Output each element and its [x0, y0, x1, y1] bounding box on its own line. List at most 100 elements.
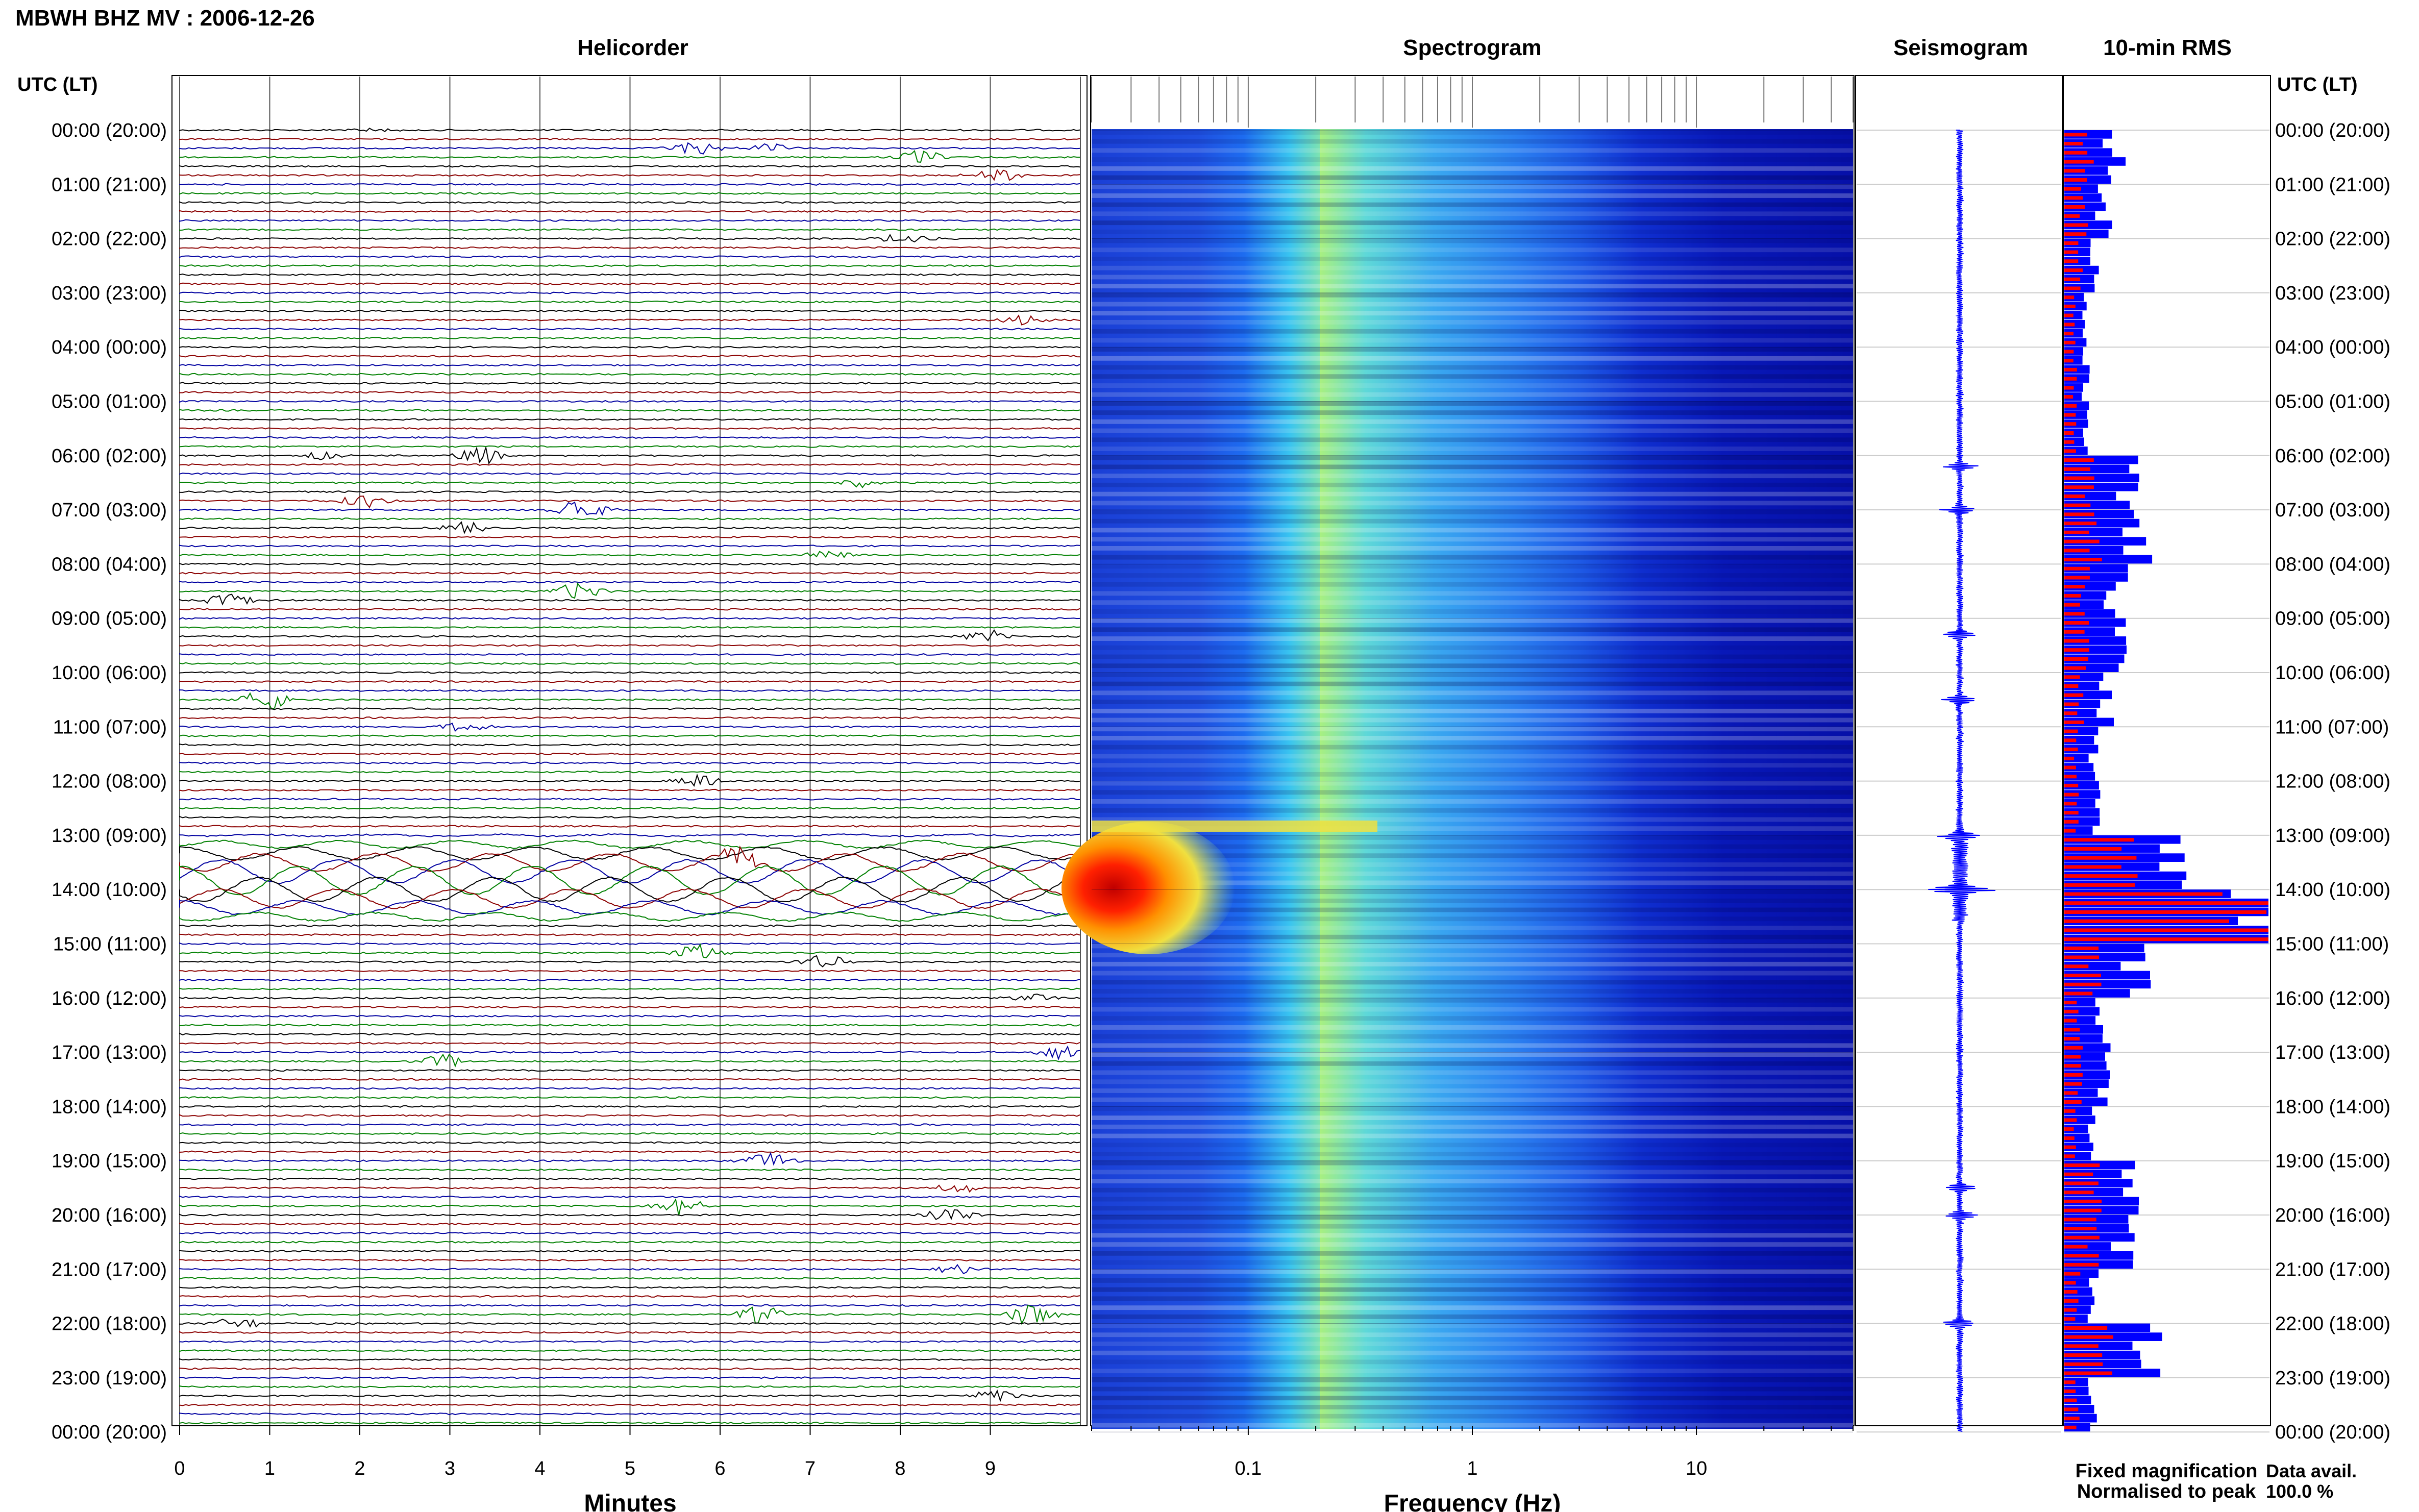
- rms-bar-normalised: [2064, 585, 2085, 589]
- helicorder-header: Helicorder: [577, 35, 688, 60]
- rms-bar-fixed: [2064, 573, 2128, 582]
- helicorder-panel: 0 1 2 3 4 5 6 7 8 9: [171, 75, 1088, 1479]
- spectrogram-row-band: [1092, 455, 1853, 460]
- helicorder-trace-row: [179, 234, 1080, 243]
- time-label-left: 08:00 (04:00): [52, 554, 167, 575]
- rms-bar-fixed: [2064, 1314, 2088, 1323]
- frequency-tick-label: 1: [1467, 1458, 1477, 1479]
- rms-bar-fixed: [2064, 518, 2140, 528]
- rms-bar-fixed: [2064, 130, 2112, 139]
- spectrogram-row-band: [1092, 1143, 1853, 1148]
- rms-bar-normalised: [2064, 1001, 2077, 1005]
- helicorder-trace-row: [179, 409, 1080, 412]
- rms-bar-normalised: [2064, 1019, 2077, 1023]
- time-label-left: 12:00 (08:00): [52, 771, 167, 792]
- helicorder-trace-row: [179, 845, 1080, 873]
- rms-bar-fixed: [2064, 663, 2119, 672]
- helicorder-trace-row: [179, 1024, 1080, 1027]
- rms-bar-fixed: [2064, 1043, 2111, 1052]
- spectrogram-row-band: [1092, 419, 1853, 424]
- spectrogram-row-band: [1092, 510, 1853, 514]
- rms-bar-fixed: [2064, 745, 2099, 754]
- helicorder-trace-row: [179, 210, 1080, 213]
- time-label-right: 08:00 (04:00): [2275, 554, 2390, 575]
- rms-bar-normalised: [2064, 277, 2081, 281]
- spectrogram-row-band: [1092, 474, 1853, 479]
- spectrogram-row-band: [1092, 257, 1853, 261]
- rms-bar-normalised: [2064, 811, 2079, 815]
- spectrogram-row-band: [1092, 1377, 1853, 1382]
- spectrogram-row-band: [1092, 1287, 1853, 1292]
- spectrogram-row-band: [1092, 1170, 1853, 1175]
- spectrogram-row-band: [1092, 1106, 1853, 1111]
- rms-bar-fixed: [2064, 600, 2104, 609]
- rms-bar-fixed: [2064, 717, 2114, 727]
- rms-bar-normalised: [2064, 232, 2087, 236]
- rms-bar-fixed: [2064, 455, 2138, 464]
- rms-bar-normalised: [2064, 286, 2081, 290]
- helicorder-trace-row: [179, 888, 1080, 909]
- data-avail-value: 100.0 %: [2266, 1481, 2333, 1502]
- spectrogram-row-band: [1092, 700, 1853, 704]
- rms-bar-normalised: [2064, 982, 2102, 986]
- rms-bar-fixed: [2064, 1070, 2110, 1079]
- helicorder-trace-row: [179, 521, 1080, 534]
- spectrogram-row-band: [1092, 275, 1853, 280]
- helicorder-trace-row: [179, 264, 1080, 267]
- rms-bar-normalised: [2064, 693, 2084, 697]
- rms-bar-normalised: [2064, 178, 2087, 182]
- rms-bar-normalised: [2064, 729, 2078, 733]
- time-label-left: 11:00 (07:00): [53, 716, 167, 738]
- spectrogram-row-band: [1092, 1007, 1853, 1012]
- spectrogram-xlabel: Frequency (Hz): [1384, 1490, 1561, 1512]
- helicorder-trace-row: [179, 1150, 1080, 1153]
- rms-bar-normalised: [2064, 1326, 2108, 1330]
- helicorder-trace-row: [179, 1331, 1080, 1334]
- rms-bar-fixed: [2064, 1052, 2105, 1061]
- rms-bar-normalised: [2064, 503, 2091, 507]
- time-label-left: 01:00 (21:00): [52, 174, 167, 195]
- time-label-left: 10:00 (06:00): [52, 662, 167, 684]
- helicorder-trace-row: [179, 1177, 1080, 1180]
- rms-bar-normalised: [2064, 630, 2085, 634]
- rms-bar-normalised: [2064, 440, 2075, 444]
- time-label-left: 07:00 (03:00): [52, 500, 167, 521]
- rms-header: 10-min RMS: [2103, 35, 2232, 60]
- helicorder-trace-row: [179, 1014, 1080, 1018]
- rms-bar-fixed: [2064, 175, 2111, 184]
- spectrogram-row-texture: [1092, 130, 1853, 1428]
- time-label-left: 13:00 (09:00): [52, 825, 167, 847]
- rms-bar-normalised: [2064, 1163, 2100, 1168]
- helicorder-trace-row: [179, 1032, 1080, 1036]
- spectrogram-row-band: [1092, 989, 1853, 994]
- rms-bar-fixed: [2064, 1414, 2097, 1423]
- rms-bar-fixed: [2064, 609, 2115, 618]
- time-label-right: 17:00 (13:00): [2275, 1042, 2390, 1063]
- time-labels-right: 00:00 (20:00) 01:00 (21:00) 02:00 (22:00) 0…: [2275, 120, 2390, 1443]
- helicorder-trace-row: [179, 933, 1080, 936]
- spectrogram-row-band: [1092, 1061, 1853, 1066]
- seismogram-trace: [1928, 130, 1995, 1432]
- helicorder-traces: [179, 128, 1080, 1425]
- spectrogram-row-band: [1092, 482, 1853, 487]
- spectrogram-row-band: [1092, 582, 1853, 587]
- rms-bar-normalised: [2064, 476, 2094, 480]
- spectrogram-row-band: [1092, 1124, 1853, 1129]
- rms-bar-fixed: [2064, 627, 2115, 636]
- rms-bar-fixed: [2064, 302, 2087, 311]
- spectrogram-row-band: [1092, 871, 1853, 876]
- rms-bar-fixed: [2064, 528, 2122, 537]
- rms-bar-fixed: [2064, 1061, 2107, 1070]
- rms-bar-normalised: [2064, 1109, 2076, 1113]
- spectrogram-row-band: [1092, 745, 1853, 750]
- spectrogram-row-band: [1092, 817, 1853, 822]
- helicorder-trace-row: [179, 364, 1080, 367]
- rms-bar-normalised: [2064, 458, 2094, 462]
- spectrogram-row-band: [1092, 1224, 1853, 1229]
- rms-bar-fixed: [2064, 790, 2101, 799]
- helicorder-trace-row: [179, 846, 1080, 861]
- minute-tick-label: 2: [354, 1458, 365, 1479]
- spectrogram-row-band: [1092, 447, 1853, 451]
- rms-bar-normalised: [2064, 738, 2077, 742]
- rms-bar-fixed: [2064, 311, 2083, 319]
